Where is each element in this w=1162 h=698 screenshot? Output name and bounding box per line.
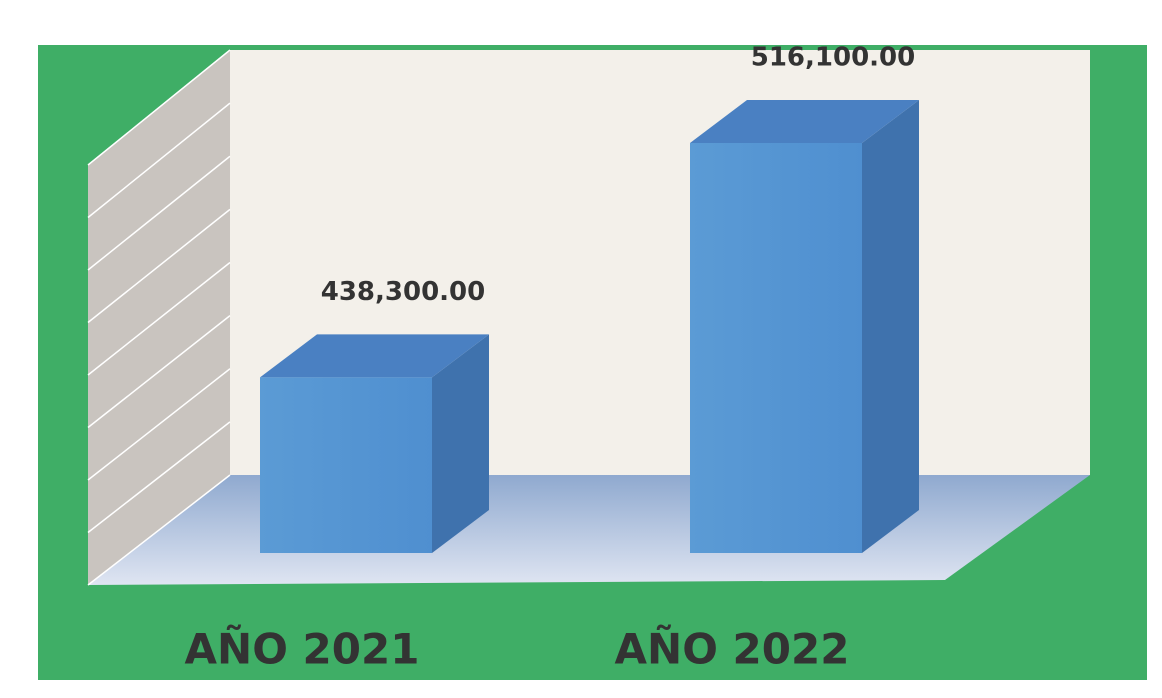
bar-side — [432, 334, 489, 553]
grid-line — [87, 208, 231, 324]
grid-line — [87, 421, 231, 534]
grid-line — [87, 155, 231, 271]
x-tick-label: AÑO 2021 — [185, 624, 420, 674]
bar-side — [862, 99, 919, 553]
grid-line — [87, 315, 231, 429]
grid-line — [87, 474, 231, 586]
bar-top — [690, 99, 919, 143]
grid-line — [87, 49, 231, 166]
bar-top — [260, 334, 489, 378]
data-label: 516,100.00 — [751, 42, 915, 72]
data-label: 438,300.00 — [321, 277, 485, 307]
floor — [88, 475, 1090, 585]
grid-line — [87, 102, 231, 219]
grid-line — [87, 261, 231, 376]
x-tick-label: AÑO 2022 — [615, 624, 850, 674]
bar — [690, 142, 862, 553]
grid-line — [87, 368, 231, 481]
bar — [260, 377, 432, 553]
